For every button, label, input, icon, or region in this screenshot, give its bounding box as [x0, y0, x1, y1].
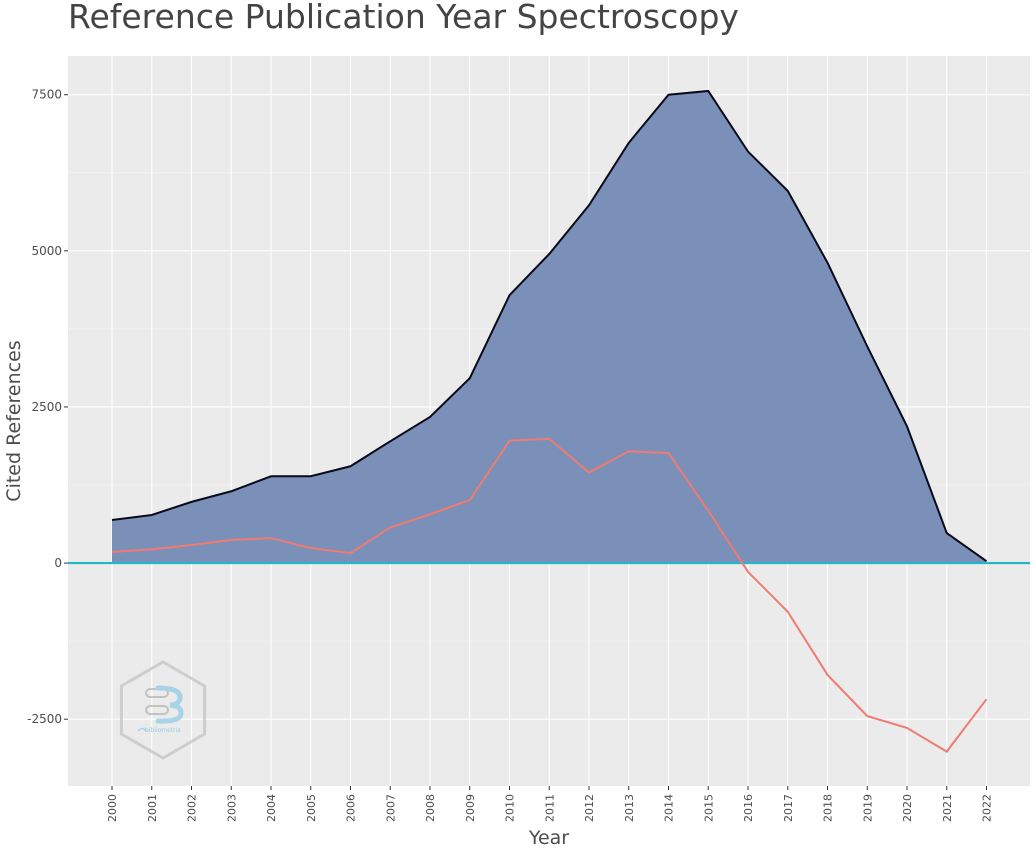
- data-point-area: [350, 465, 352, 467]
- y-tick-label: 0: [54, 556, 62, 570]
- data-point-area: [628, 142, 630, 144]
- data-point-line: [270, 537, 272, 539]
- y-tick-label: 5000: [31, 244, 62, 258]
- data-point-area: [906, 425, 908, 427]
- x-tick-label: 2022: [981, 794, 994, 822]
- x-tick-label: 2017: [782, 794, 795, 822]
- data-point-area: [707, 90, 709, 92]
- data-point-area: [946, 532, 948, 534]
- data-point-area: [827, 262, 829, 264]
- data-point-area: [509, 294, 511, 296]
- x-tick-label: 2020: [901, 794, 914, 822]
- data-point-line: [827, 674, 829, 676]
- data-point-area: [310, 475, 312, 477]
- x-tick-label: 2019: [861, 794, 874, 822]
- data-point-line: [310, 547, 312, 549]
- data-point-area: [747, 151, 749, 153]
- data-point-line: [588, 472, 590, 474]
- series-area-fill: [112, 90, 987, 564]
- x-tick-label: 2015: [702, 794, 715, 822]
- data-point-line: [548, 438, 550, 440]
- x-tick-label: 2004: [265, 794, 278, 822]
- data-point-line: [866, 715, 868, 717]
- y-tick-label: 2500: [31, 400, 62, 414]
- data-point-line: [946, 751, 948, 753]
- x-tick-label: 2008: [424, 794, 437, 822]
- x-tick-label: 2012: [583, 794, 596, 822]
- y-tick-label: -2500: [27, 712, 62, 726]
- x-axis: 2000 2001 2002 2003 2004 2005 2006 2007 2008 2009…: [106, 786, 994, 822]
- data-point-area: [270, 475, 272, 477]
- data-point-area: [389, 440, 391, 442]
- series-area-outline: [111, 89, 988, 563]
- data-point-line: [389, 526, 391, 528]
- x-tick-label: 2001: [146, 794, 159, 822]
- data-point-line: [509, 440, 511, 442]
- data-point-area: [588, 204, 590, 206]
- data-point-area: [111, 519, 113, 521]
- x-tick-label: 2000: [106, 794, 119, 822]
- chart-title: Reference Publication Year Spectroscopy: [68, 0, 739, 36]
- logo-swoosh: [137, 727, 147, 732]
- x-tick-label: 2016: [742, 794, 755, 822]
- series-layer: [68, 89, 1030, 753]
- logo-b-stroke: [155, 685, 184, 724]
- data-point-line: [469, 499, 471, 501]
- data-point-line: [111, 551, 113, 553]
- data-point-area: [151, 514, 153, 516]
- data-point-line: [230, 539, 232, 541]
- data-point-area: [986, 560, 988, 562]
- data-point-area: [787, 190, 789, 192]
- data-point-line: [787, 611, 789, 613]
- data-point-line: [707, 510, 709, 512]
- logo-b-icon: [137, 685, 184, 732]
- data-point-line: [668, 452, 670, 454]
- data-point-line: [986, 698, 988, 700]
- logo-hexagon-icon: [119, 660, 207, 760]
- data-point-line: [747, 571, 749, 573]
- data-point-line: [191, 544, 193, 546]
- x-tick-label: 2010: [504, 794, 517, 822]
- data-point-area: [469, 377, 471, 379]
- data-point-area: [191, 501, 193, 503]
- y-axis-title: Cited References: [3, 340, 25, 501]
- data-point-area: [866, 345, 868, 347]
- data-point-line: [906, 727, 908, 729]
- data-point-area: [429, 416, 431, 418]
- x-tick-label: 2002: [186, 794, 199, 822]
- x-tick-label: 2018: [822, 794, 835, 822]
- y-axis: -2500 0 2500 5000 7500: [27, 88, 68, 726]
- x-tick-label: 2003: [225, 794, 238, 822]
- data-point-line: [628, 450, 630, 452]
- x-tick-label: 2014: [663, 794, 676, 822]
- bibliometrix-logo: bibliometrix: [119, 660, 207, 760]
- data-point-area: [230, 490, 232, 492]
- data-point-area: [548, 253, 550, 255]
- data-point-line: [429, 513, 431, 515]
- logo-brand-text: bibliometrix: [145, 727, 181, 734]
- y-tick-label: 7500: [31, 88, 62, 102]
- x-axis-title: Year: [528, 827, 569, 848]
- x-tick-label: 2011: [543, 794, 556, 822]
- data-point-line: [151, 548, 153, 550]
- x-tick-label: 2006: [345, 794, 358, 822]
- x-tick-label: 2007: [384, 794, 397, 822]
- x-tick-label: 2021: [941, 794, 954, 822]
- logo-bar-bottom: [145, 705, 169, 715]
- data-point-area: [668, 94, 670, 96]
- data-point-line: [350, 552, 352, 554]
- x-tick-label: 2013: [623, 794, 636, 822]
- x-tick-label: 2009: [464, 794, 477, 822]
- series-deviation-line: [111, 437, 988, 753]
- x-tick-label: 2005: [305, 794, 318, 822]
